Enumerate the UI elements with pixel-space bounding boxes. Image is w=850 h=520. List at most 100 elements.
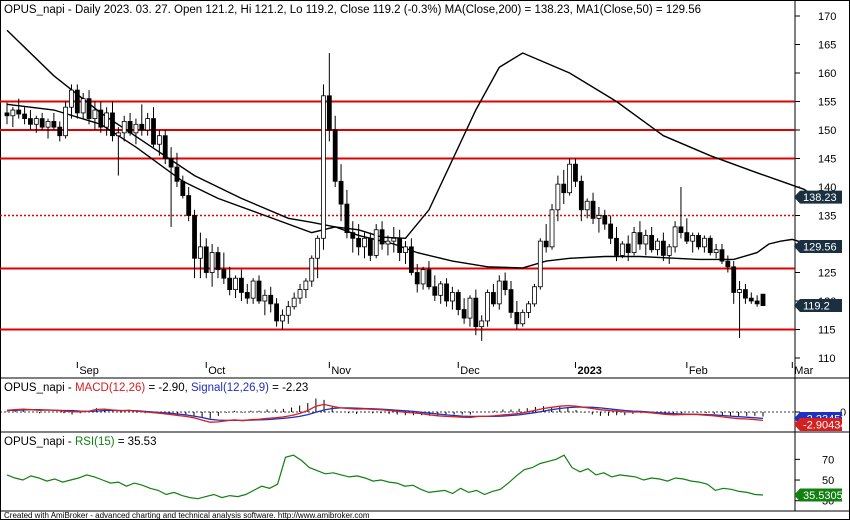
price-value-label-2-tag — [794, 299, 842, 313]
candle-body — [655, 240, 660, 251]
price-value-label-0-tag — [794, 190, 842, 204]
date-x-tick-label: Mar — [794, 365, 813, 377]
date-x-tick-label: Sep — [79, 365, 99, 377]
candle-body — [45, 121, 51, 128]
candle-body — [584, 200, 590, 211]
candle-body — [174, 166, 180, 182]
candle-body — [233, 277, 238, 291]
price-value-label-1-text: 129.56 — [803, 242, 837, 254]
candle-body — [332, 129, 338, 182]
candle-body — [309, 257, 315, 282]
candle-body — [168, 158, 174, 168]
candle-body — [227, 277, 233, 291]
rsi-pane-name: OPUS_napi - — [4, 436, 75, 448]
price-value-label-0-text: 138.23 — [803, 192, 837, 204]
candle-body — [631, 232, 637, 253]
price-value-labels: 138.23 129.56 119.2 — [794, 190, 842, 313]
candle-body — [274, 303, 279, 322]
candle-body — [614, 237, 619, 256]
candle-body — [315, 237, 321, 259]
candle-body — [326, 95, 332, 131]
candle-body — [643, 235, 649, 245]
candle-body — [133, 123, 139, 134]
price-y-tick-label: 145 — [818, 154, 836, 166]
candle-body — [461, 309, 467, 319]
candle-body — [537, 240, 543, 288]
candle-body — [110, 112, 115, 137]
date-x-axis: Sep Oct Nov Dec 2023 Feb Mar — [76, 362, 814, 377]
price-y-tick-label: 155 — [818, 97, 836, 109]
candle-body — [649, 235, 655, 251]
candle-body — [192, 215, 197, 259]
candle-body — [151, 118, 156, 145]
candle-body — [250, 280, 256, 299]
candle-body — [619, 243, 625, 256]
candle-body — [33, 118, 39, 125]
candle-body — [414, 272, 420, 285]
candle-body — [280, 314, 285, 322]
candle-body — [508, 289, 514, 313]
candle-body — [502, 280, 508, 290]
candle-body — [115, 132, 121, 137]
price-y-tick-label: 125 — [818, 268, 836, 280]
date-x-tick-label: Dec — [460, 365, 480, 377]
candle-body — [420, 269, 426, 285]
signal-legend-value: = -2.23 — [269, 382, 308, 394]
candle-body — [561, 183, 567, 194]
candle-body — [139, 123, 145, 131]
price-level-lines — [0, 100, 795, 331]
candle-body — [491, 292, 496, 305]
candle-body — [408, 246, 414, 273]
candle-body — [63, 106, 69, 137]
ma200-line — [6, 29, 817, 240]
candle-body — [104, 112, 110, 128]
rsi-value-label-text: 35.5305 — [803, 490, 843, 502]
candle-body — [590, 200, 596, 219]
candle-body — [203, 246, 209, 273]
candle-body — [239, 277, 244, 293]
candle-body — [145, 118, 151, 131]
candle-body — [22, 113, 27, 120]
candle-body — [356, 237, 362, 248]
price-y-tick-label: 110 — [818, 353, 836, 365]
candle-body — [573, 163, 578, 182]
candle-body — [532, 286, 537, 305]
candle-body — [385, 240, 391, 245]
candle-body — [51, 121, 57, 128]
candle-body — [121, 121, 127, 134]
candle-body — [362, 237, 367, 248]
candle-body — [719, 249, 725, 262]
candle-body — [754, 300, 760, 305]
macd-pane-header: OPUS_napi - MACD(12,26) = -2.90, Signal(… — [4, 382, 308, 394]
candle-body — [514, 311, 520, 325]
candle-body — [197, 246, 203, 259]
candle-body — [350, 232, 356, 239]
candle-body — [701, 237, 707, 248]
candle-body — [737, 289, 742, 293]
price-y-tick-label: 150 — [818, 125, 836, 137]
candle-body — [555, 183, 561, 211]
macd-y-tick-label: 0 — [840, 407, 846, 419]
rsi-y-tick-label: 50 — [822, 475, 834, 487]
price-value-label-1-tag — [794, 240, 842, 254]
rsi-value-label-tag — [794, 488, 842, 502]
footer-credit: Created with AmiBroker - advanced charti… — [4, 511, 370, 520]
candle-body — [637, 232, 643, 245]
candle-body — [684, 232, 690, 242]
rsi-y-tick-label: 70 — [822, 454, 834, 466]
date-x-tick-label: 2023 — [577, 365, 601, 377]
candle-body — [690, 235, 696, 242]
candle-body — [215, 252, 221, 271]
candle-body — [707, 237, 713, 253]
candle-body — [39, 118, 45, 128]
candle-body — [608, 223, 614, 239]
candle-body — [543, 240, 549, 248]
candle-body — [127, 121, 133, 134]
candle-body — [432, 286, 438, 296]
candle-body — [86, 98, 92, 120]
macd-value-label-tag — [794, 417, 842, 431]
candle-body — [397, 237, 403, 253]
candle-body — [186, 195, 192, 216]
candle-body — [209, 252, 215, 273]
price-y-tick-label: 115 — [818, 325, 836, 337]
